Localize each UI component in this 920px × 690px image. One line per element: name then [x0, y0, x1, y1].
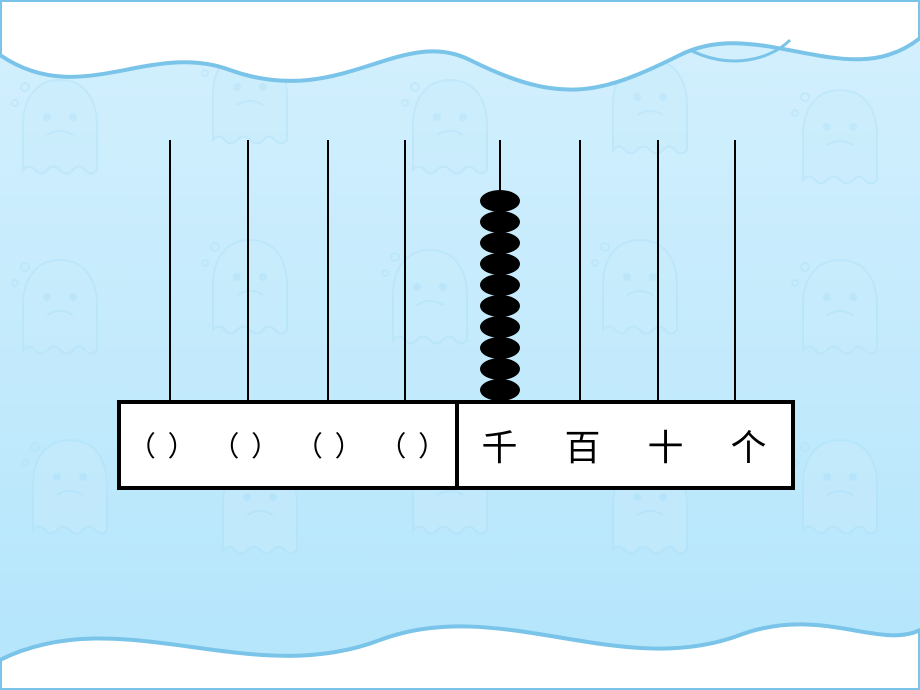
place-value-box-left-item-1: （ ）	[211, 425, 281, 465]
abacus-bead	[480, 190, 520, 212]
abacus-bead	[480, 253, 520, 275]
abacus-rod-6	[657, 140, 659, 400]
place-value-box-right-item-3: 个	[730, 419, 768, 471]
place-value-box-right-item-0: 千	[481, 419, 519, 471]
place-value-box-left: （ ） （ ） （ ） （ ）	[117, 400, 459, 490]
background-decoration	[0, 0, 920, 690]
place-value-box-left-item-3: （ ）	[378, 425, 448, 465]
abacus-rod-0	[169, 140, 171, 400]
abacus-bead	[480, 337, 520, 359]
abacus-rod-3	[404, 140, 406, 400]
abacus-bead	[480, 316, 520, 338]
abacus-bead	[480, 232, 520, 254]
place-value-box-left-item-2: （ ）	[295, 425, 365, 465]
abacus-rod-7	[734, 140, 736, 400]
place-value-box-right-item-1: 百	[564, 419, 602, 471]
place-value-box-right: 千百十个	[455, 400, 795, 490]
slide-canvas: （ ）（ ）（ ）（ ）千百十个	[0, 0, 920, 690]
abacus-rod-1	[247, 140, 249, 400]
abacus-bead	[480, 358, 520, 380]
place-value-box-left-item-0: （ ）	[128, 425, 198, 465]
abacus-bead	[480, 379, 520, 401]
abacus-bead	[480, 211, 520, 233]
abacus-rod-2	[327, 140, 329, 400]
place-value-box-right-item-2: 十	[647, 419, 685, 471]
abacus-bead	[480, 295, 520, 317]
abacus-rod-5	[579, 140, 581, 400]
abacus-bead	[480, 274, 520, 296]
